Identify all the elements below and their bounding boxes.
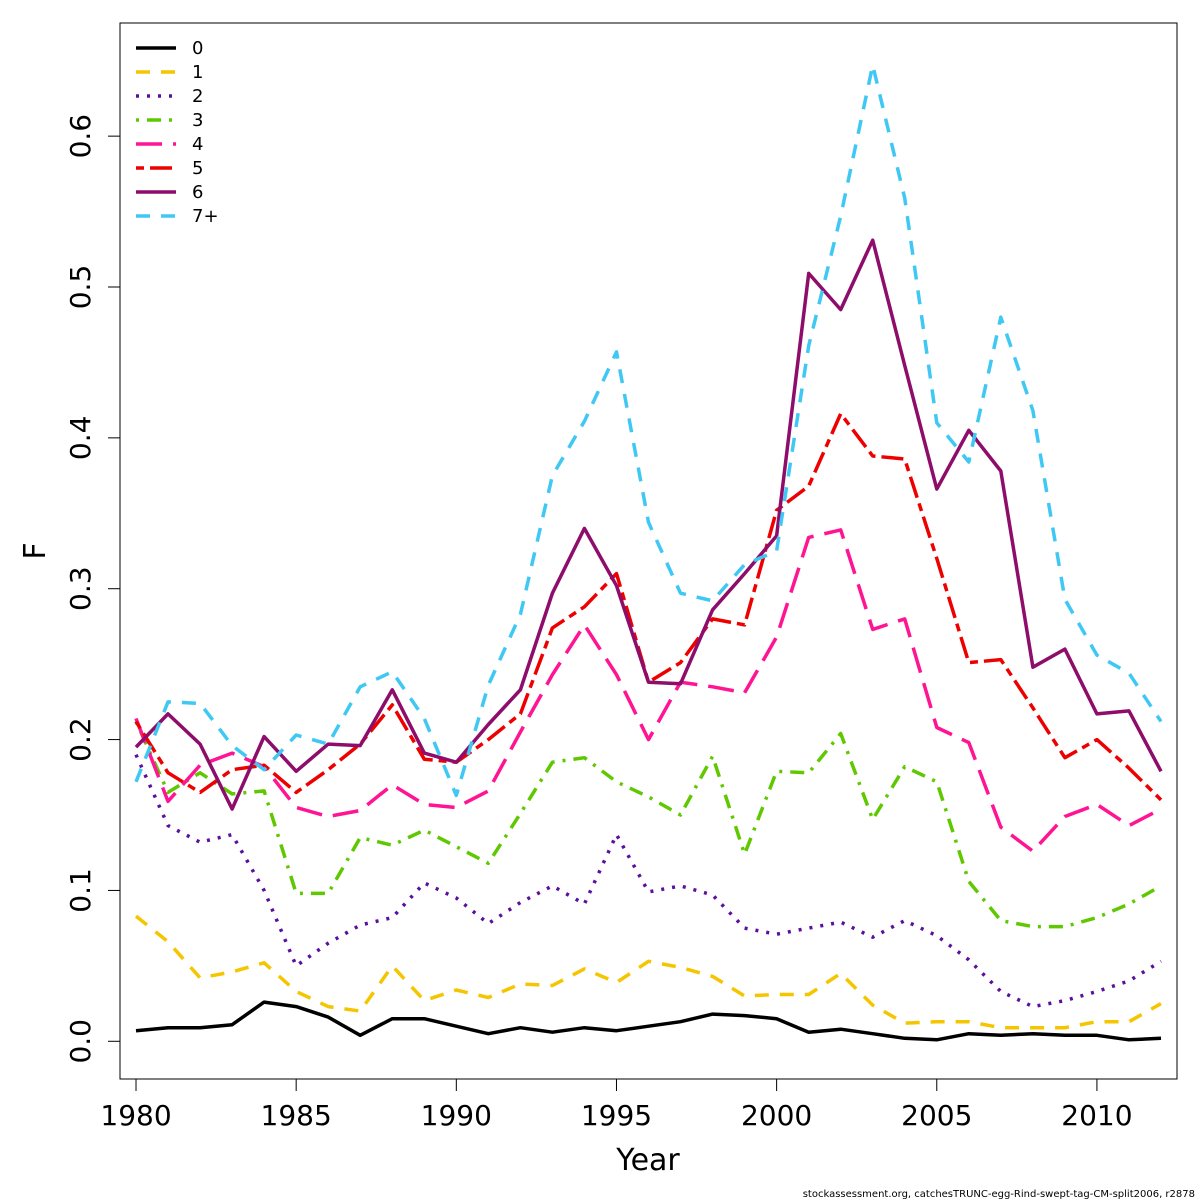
x-tick-label: 2000 xyxy=(741,1099,812,1132)
legend-label: 5 xyxy=(192,158,203,179)
legend-label: 4 xyxy=(192,134,203,155)
legend-label: 1 xyxy=(192,62,203,83)
series-layer xyxy=(134,63,1163,1042)
y-axis: 0.0 0.1 0.2 0.3 0.4 0.5 0.6 xyxy=(64,114,121,1064)
legend-label: 3 xyxy=(192,110,203,131)
x-tick-label: 2005 xyxy=(901,1099,972,1132)
y-tick-label: 0.2 xyxy=(64,717,97,762)
x-axis: 1980 1985 1990 1995 2000 2005 2010 xyxy=(100,1078,1133,1132)
x-tick-label: 1985 xyxy=(261,1099,332,1132)
x-axis-title: Year xyxy=(615,1143,680,1178)
x-tick-label: 2010 xyxy=(1061,1099,1132,1132)
series-line-5 xyxy=(134,411,1163,802)
y-tick-label: 0.1 xyxy=(64,868,97,913)
x-tick-label: 1995 xyxy=(581,1099,652,1132)
series-line-4 xyxy=(134,528,1162,853)
y-tick-label: 0.6 xyxy=(64,114,97,159)
y-tick-label: 0.4 xyxy=(64,416,97,461)
series-line-2 xyxy=(134,753,1162,1009)
y-tick-label: 0.0 xyxy=(64,1019,97,1064)
legend: 0 1 2 3 4 5 6 7+ xyxy=(136,38,219,227)
legend-label: 7+ xyxy=(192,206,219,227)
x-tick-label: 1980 xyxy=(100,1099,171,1132)
series-line-7plus xyxy=(134,63,1163,798)
x-tick-label: 1990 xyxy=(421,1099,492,1132)
legend-label: 6 xyxy=(192,182,203,203)
y-tick-label: 0.5 xyxy=(64,265,97,310)
series-line-3 xyxy=(134,720,1162,929)
series-line-1 xyxy=(134,914,1162,1030)
legend-label: 0 xyxy=(192,38,203,59)
y-tick-label: 0.3 xyxy=(64,566,97,611)
series-line-0 xyxy=(135,1000,1162,1042)
y-axis-title: F xyxy=(18,542,53,559)
footer-note: stockassessment.org, catchesTRUNC-egg-Ri… xyxy=(803,1189,1195,1200)
series-line-6 xyxy=(134,238,1163,811)
legend-label: 2 xyxy=(192,86,203,107)
